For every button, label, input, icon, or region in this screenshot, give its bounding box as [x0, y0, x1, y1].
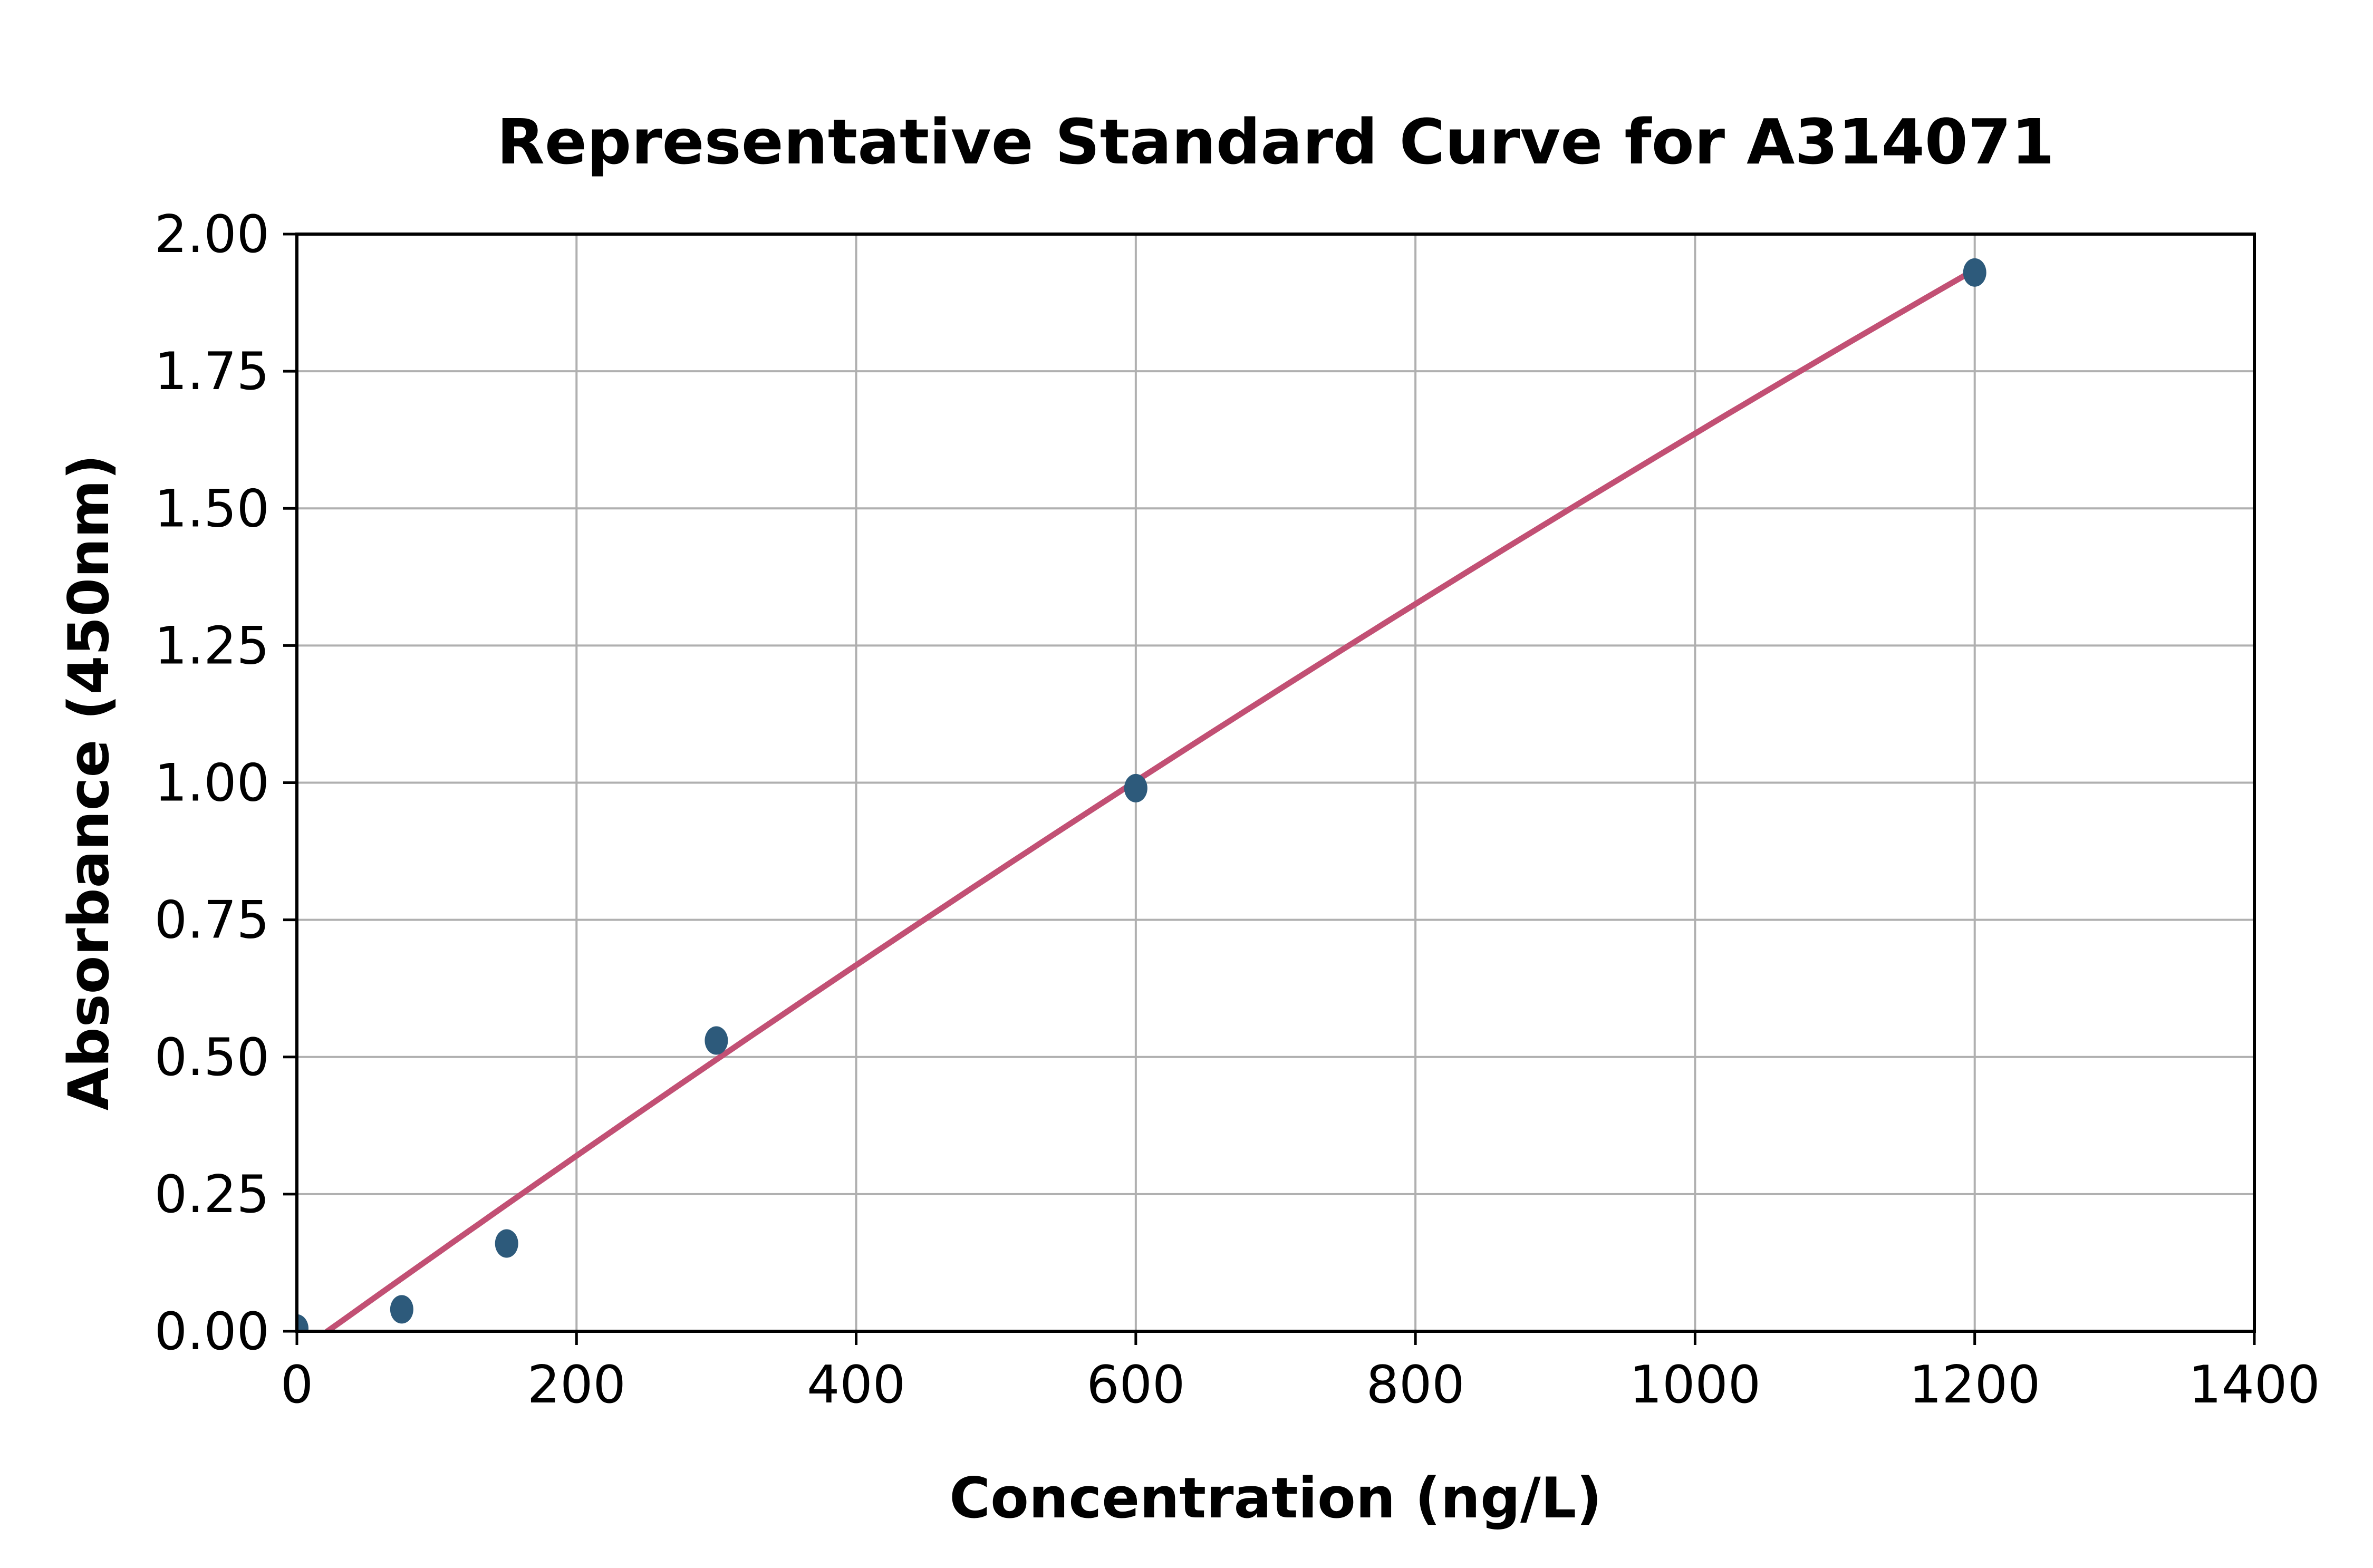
data-point: [705, 1026, 728, 1055]
x-tick-label: 0: [281, 1355, 313, 1415]
x-tick-label: 800: [1366, 1355, 1465, 1415]
x-tick-label: 1000: [1629, 1355, 1761, 1415]
y-tick-label: 0.00: [155, 1302, 269, 1362]
y-tick-label: 0.75: [155, 891, 269, 951]
x-tick-label: 200: [527, 1355, 626, 1415]
y-tick-label: 1.25: [155, 616, 269, 676]
y-axis-label: Absorbance (450nm): [56, 454, 121, 1111]
tick-layer: 0 200 400 600 800 1000 1200 1400 0.00 0.25 0.50 0.7…: [155, 205, 2320, 1415]
chart-title: Representative Standard Curve for A31407…: [497, 105, 2054, 178]
y-tick-label: 1.75: [155, 342, 269, 402]
y-tick-label: 0.25: [155, 1165, 269, 1225]
data-point: [390, 1295, 413, 1324]
data-point: [1124, 773, 1147, 802]
y-tick-label: 0.50: [155, 1028, 269, 1088]
x-tick-label: 1400: [2188, 1355, 2320, 1415]
data-points-layer: [297, 258, 1986, 1331]
data-point: [495, 1229, 518, 1258]
fit-curve-line: [324, 267, 1978, 1331]
x-tick-label: 600: [1086, 1355, 1185, 1415]
x-tick-label: 1200: [1909, 1355, 2040, 1415]
data-point: [297, 1314, 308, 1331]
y-tick-label: 1.00: [155, 753, 269, 814]
y-tick-label: 1.50: [155, 479, 269, 539]
data-point: [1963, 258, 1986, 287]
x-axis-label: Concentration (ng/L): [949, 1466, 1602, 1531]
x-tick-label: 400: [807, 1355, 905, 1415]
y-tick-label: 2.00: [155, 205, 269, 265]
